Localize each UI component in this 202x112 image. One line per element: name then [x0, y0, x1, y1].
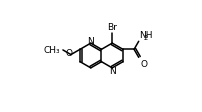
Text: NH: NH [139, 31, 152, 40]
Text: 2: 2 [142, 34, 147, 40]
Text: N: N [86, 37, 93, 46]
Text: N: N [109, 66, 116, 75]
Text: O: O [139, 59, 146, 68]
Text: O: O [65, 49, 72, 58]
Text: CH₃: CH₃ [44, 46, 60, 55]
Text: Br: Br [107, 23, 117, 32]
